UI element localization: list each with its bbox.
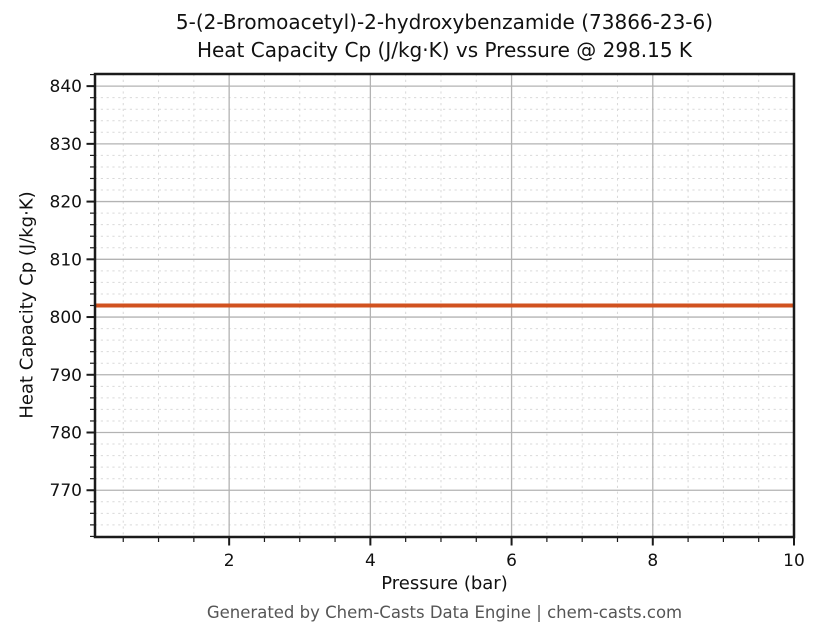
axis-ticks — [86, 73, 795, 546]
y-tick-label: 820 — [50, 193, 82, 213]
x-tick-label: 4 — [365, 551, 376, 571]
footer-credit: Generated by Chem-Casts Data Engine | ch… — [206, 603, 683, 622]
y-tick-label: 830 — [50, 135, 82, 155]
chart-title-line1: 5-(2-Bromoacetyl)-2-hydroxybenzamide (73… — [175, 10, 714, 34]
chart-title: 5-(2-Bromoacetyl)-2-hydroxybenzamide (73… — [95, 9, 794, 64]
y-tick-label: 810 — [50, 250, 82, 270]
y-tick-label: 780 — [50, 424, 82, 444]
y-tick-label: 840 — [50, 77, 82, 97]
x-tick-label: 10 — [783, 551, 805, 571]
y-axis-label: Heat Capacity Cp (J/kg·K) — [16, 191, 38, 419]
x-axis-label: Pressure (bar) — [381, 573, 508, 594]
y-tick-label: 800 — [50, 308, 82, 328]
y-tick-label: 790 — [50, 366, 82, 386]
x-tick-label: 2 — [224, 551, 235, 571]
chart-title-line2: Heat Capacity Cp (J/kg·K) vs Pressure @ … — [196, 37, 693, 62]
y-tick-label: 770 — [50, 481, 82, 501]
x-tick-label: 8 — [647, 551, 658, 571]
x-tick-label: 6 — [506, 551, 517, 571]
